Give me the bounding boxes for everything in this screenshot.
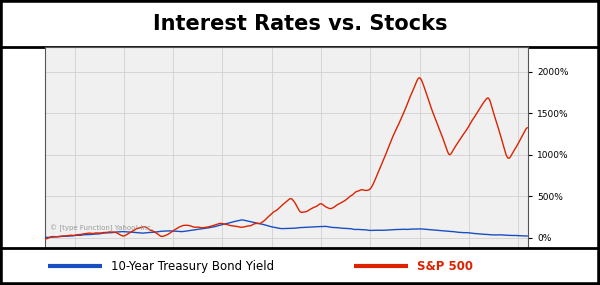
Text: S&P 500: S&P 500 (417, 260, 473, 273)
Text: © [type Function] Yahoo! Inc.: © [type Function] Yahoo! Inc. (50, 225, 153, 232)
Text: 10-Year Treasury Bond Yield: 10-Year Treasury Bond Yield (111, 260, 274, 273)
Text: Interest Rates vs. Stocks: Interest Rates vs. Stocks (153, 13, 447, 34)
